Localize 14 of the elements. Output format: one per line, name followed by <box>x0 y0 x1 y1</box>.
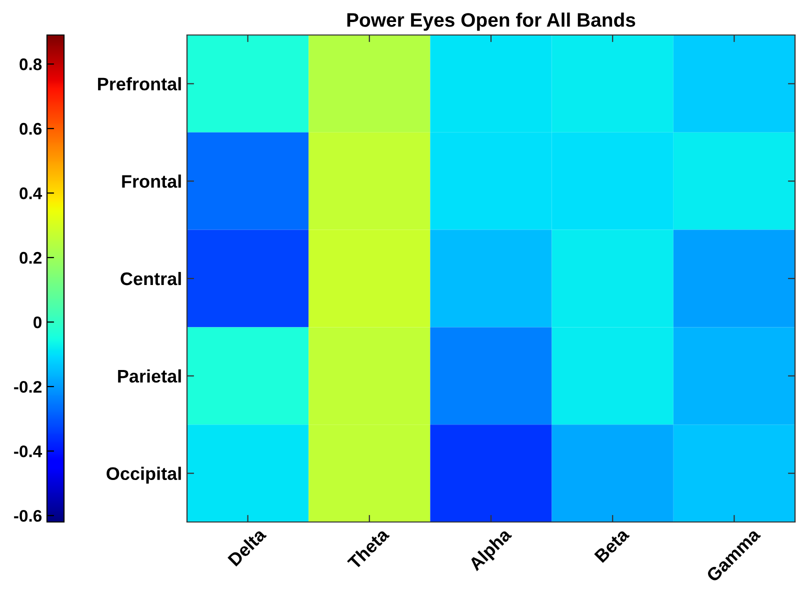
y-tick-label: Frontal <box>122 174 181 188</box>
color-bar-label: -0.6 <box>14 510 42 522</box>
color-bar-label: -0.4 <box>14 445 42 458</box>
color-bar-label: 0.8 <box>20 58 42 70</box>
chart-title: Power Eyes Open for All Bands <box>347 12 636 31</box>
y-tick-label: Central <box>120 272 181 286</box>
y-tick-label: Occipital <box>106 466 181 484</box>
y-tick-label: Parietal <box>118 369 181 383</box>
color-bar-label: -0.2 <box>14 380 42 393</box>
color-bar-label: 0.6 <box>20 122 42 135</box>
color-bar-label: 0.2 <box>20 252 42 264</box>
color-bar-label: 0 <box>34 316 42 328</box>
color-bar-label: 0.4 <box>20 187 42 200</box>
y-tick-label: Prefrontal <box>98 77 181 90</box>
